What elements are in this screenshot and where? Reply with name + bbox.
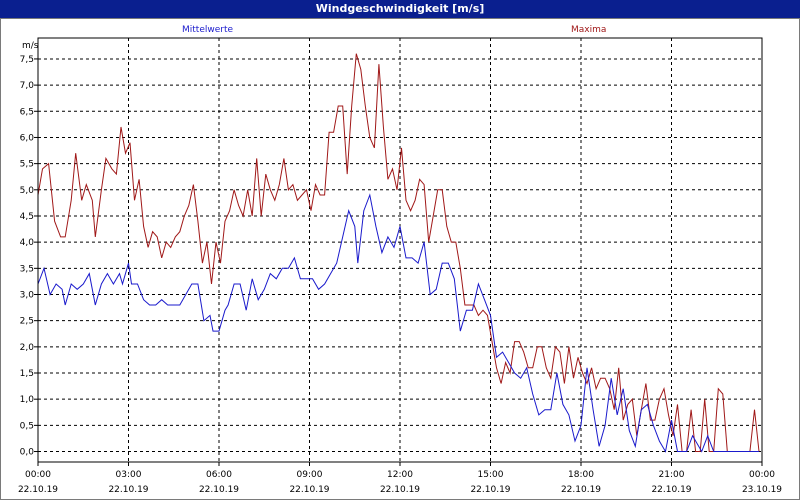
y-tick-label: 7,0 — [20, 81, 35, 91]
y-tick-label: 5,0 — [20, 186, 35, 196]
y-tick-label: 3,5 — [20, 264, 34, 274]
y-tick-label: 2,5 — [20, 317, 34, 327]
x-tick-date: 22.10.19 — [470, 485, 510, 495]
y-axis-unit-label: m/s — [22, 41, 39, 51]
y-tick-label: 6,0 — [20, 133, 35, 143]
x-tick-time: 12:00 — [387, 470, 413, 480]
y-tick-label: 0,5 — [20, 421, 34, 431]
x-tick-time: 00:00 — [25, 470, 51, 480]
x-tick-time: 03:00 — [116, 470, 142, 480]
series-layer — [37, 53, 760, 453]
x-tick-date: 22.10.19 — [561, 485, 601, 495]
y-tick-label: 4,0 — [20, 238, 35, 248]
y-tick-label: 5,5 — [20, 160, 34, 170]
x-tick-time: 18:00 — [568, 470, 594, 480]
y-tick-label: 1,0 — [20, 395, 35, 405]
window-title: Windgeschwindigkeit [m/s] — [0, 0, 800, 18]
y-tick-label: 1,5 — [20, 369, 34, 379]
y-tick-label: 6,5 — [20, 107, 34, 117]
y-tick-label: 3,0 — [20, 290, 35, 300]
series-line-maxima — [37, 53, 760, 452]
series-line-mittelwerte — [37, 193, 759, 453]
legend-maxima: Maxima — [571, 25, 607, 35]
x-tick-date: 22.10.19 — [199, 485, 239, 495]
x-axis-ticks: 00:00 22.10.19 03:00 22.10.19 06:00 22.10.19 0… — [18, 462, 782, 495]
x-tick-time: 15:00 — [478, 470, 504, 480]
x-tick-date: 22.10.19 — [108, 485, 148, 495]
y-axis-ticks: 7,5 7,0 6,5 6,0 5,5 5,0 4,5 4,0 3,5 3,0 2,5 2,0 1,5 1… — [20, 55, 38, 458]
x-tick-date: 22.10.19 — [651, 485, 691, 495]
grid — [38, 38, 762, 462]
x-tick-date: 22.10.19 — [380, 485, 420, 495]
x-tick-time: 00:00 — [749, 470, 775, 480]
plot-border — [37, 37, 763, 463]
x-tick-date: 22.10.19 — [18, 485, 58, 495]
x-tick-date: 22.10.19 — [289, 485, 329, 495]
y-tick-label: 2,0 — [20, 343, 35, 353]
x-tick-date: 23.10.19 — [742, 485, 782, 495]
x-tick-time: 09:00 — [297, 470, 323, 480]
y-tick-label: 7,5 — [20, 55, 34, 65]
y-tick-label: 0,0 — [20, 448, 35, 458]
y-tick-label: 4,5 — [20, 212, 34, 222]
x-tick-time: 21:00 — [659, 470, 685, 480]
legend-mittelwerte: Mittelwerte — [182, 25, 234, 35]
x-tick-time: 06:00 — [206, 470, 232, 480]
